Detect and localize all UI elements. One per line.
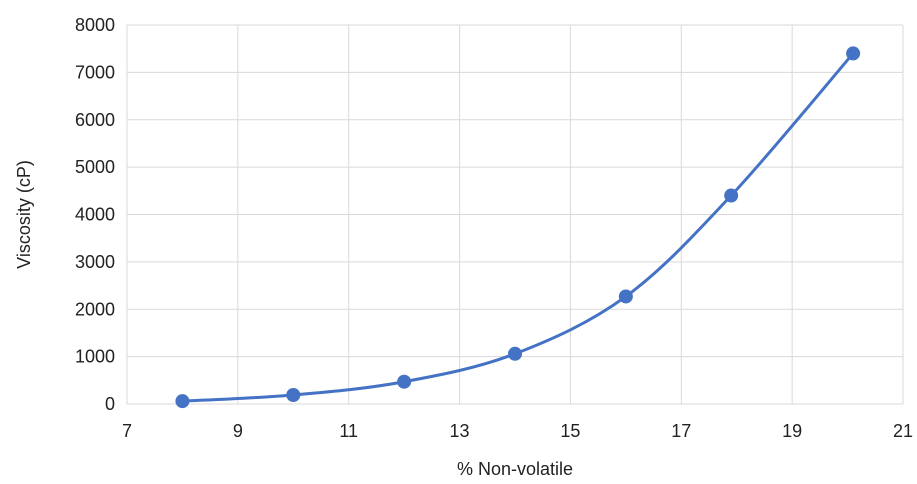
data-point: [175, 394, 190, 409]
y-tick-label: 6000: [75, 110, 115, 130]
data-point: [724, 188, 739, 203]
x-axis-ticks: 7 9 11 13 15 17 19 21: [122, 421, 913, 441]
series-markers: [175, 46, 861, 409]
x-axis-title: % Non-volatile: [457, 459, 573, 479]
x-tick-label: 11: [339, 421, 358, 441]
y-tick-label: 5000: [75, 157, 115, 177]
y-tick-label: 3000: [75, 252, 115, 272]
x-tick-label: 17: [671, 421, 691, 441]
y-tick-label: 1000: [75, 347, 115, 367]
y-tick-label: 2000: [75, 299, 115, 319]
y-axis-ticks: 0 1000 2000 3000 4000 5000 6000 7000 8000: [75, 15, 115, 414]
x-tick-label: 21: [893, 421, 913, 441]
data-point: [618, 289, 633, 304]
x-tick-label: 7: [122, 421, 132, 441]
grid: [126, 24, 904, 405]
x-tick-label: 15: [560, 421, 580, 441]
data-point: [508, 346, 522, 361]
data-point: [846, 46, 861, 61]
x-tick-label: 9: [233, 421, 243, 441]
x-tick-label: 19: [782, 421, 802, 441]
y-tick-label: 7000: [75, 62, 115, 82]
x-tick-label: 13: [450, 421, 470, 441]
data-point: [397, 374, 412, 389]
data-point: [286, 387, 301, 402]
y-tick-label: 4000: [75, 205, 115, 225]
y-tick-label: 8000: [75, 15, 115, 35]
y-axis-title: Viscosity (cP): [14, 160, 34, 269]
y-tick-label: 0: [105, 394, 115, 414]
